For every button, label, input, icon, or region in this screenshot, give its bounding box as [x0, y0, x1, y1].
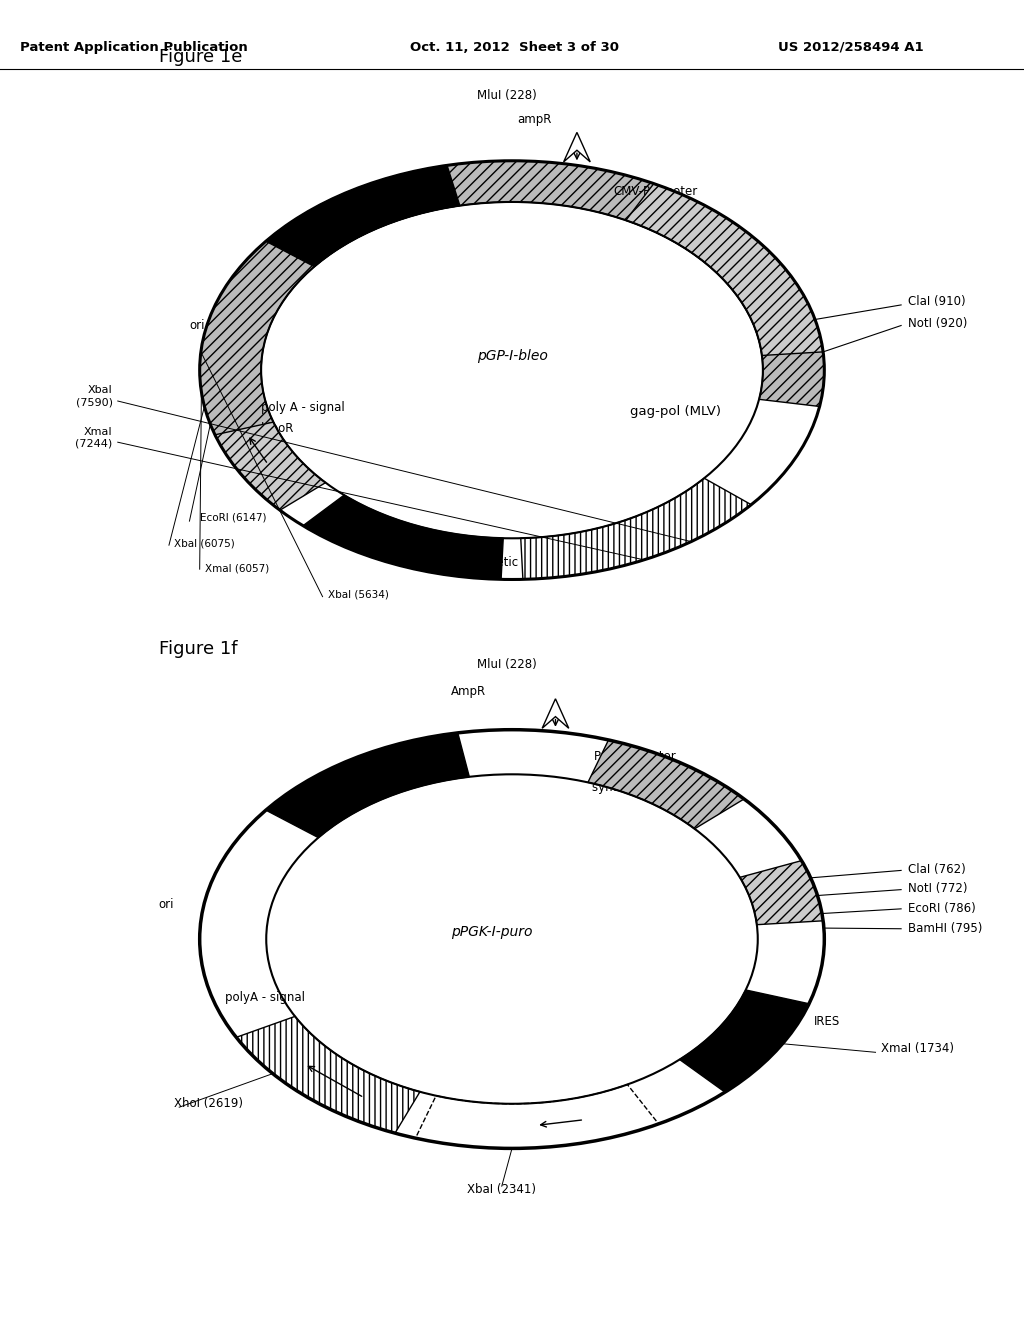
Text: XbaI (6075): XbaI (6075)	[174, 539, 234, 549]
Text: PGK Promoter: PGK Promoter	[594, 750, 676, 763]
Text: EcoRI (6147): EcoRI (6147)	[200, 512, 266, 523]
Text: IRES: IRES	[241, 466, 267, 479]
Text: XmaI
(7244): XmaI (7244)	[76, 426, 113, 449]
Text: ClaI (762): ClaI (762)	[908, 862, 966, 875]
Polygon shape	[303, 495, 503, 579]
Text: poly A - signal: poly A - signal	[261, 401, 345, 414]
Text: polyA - signal: polyA - signal	[225, 991, 305, 1005]
Text: Figure 1e: Figure 1e	[159, 48, 242, 66]
Text: ampR: ampR	[517, 114, 552, 127]
Polygon shape	[521, 478, 752, 579]
Text: ori: ori	[159, 898, 174, 911]
Polygon shape	[237, 1016, 420, 1133]
Text: MluI (228): MluI (228)	[477, 90, 537, 103]
Text: XmaI (1734): XmaI (1734)	[881, 1043, 953, 1056]
Text: syntetic intron: syntetic intron	[592, 781, 678, 795]
Text: NotI (772): NotI (772)	[908, 883, 968, 895]
Circle shape	[200, 161, 824, 579]
Text: ori: ori	[189, 319, 205, 333]
Polygon shape	[740, 861, 823, 925]
Text: IRES: IRES	[814, 1015, 841, 1028]
Text: ClaI (910): ClaI (910)	[908, 294, 966, 308]
Text: Oct. 11, 2012  Sheet 3 of 30: Oct. 11, 2012 Sheet 3 of 30	[410, 41, 618, 54]
Polygon shape	[588, 741, 744, 829]
Text: puroR: puroR	[512, 1104, 547, 1117]
Polygon shape	[266, 733, 469, 838]
Text: XbaI
(7590): XbaI (7590)	[76, 385, 113, 407]
Text: US 2012/258494 A1: US 2012/258494 A1	[778, 41, 924, 54]
Text: XbaI (5634): XbaI (5634)	[328, 590, 388, 599]
Circle shape	[200, 730, 824, 1148]
Text: AmpR: AmpR	[451, 685, 485, 698]
Text: Patent Application Publication: Patent Application Publication	[20, 41, 248, 54]
Text: gag-pol (MLV): gag-pol (MLV)	[631, 405, 721, 418]
Text: pGP-I-bleo: pGP-I-bleo	[476, 350, 548, 363]
Text: pPGK-I-puro: pPGK-I-puro	[451, 925, 532, 940]
Text: XhoI (2619): XhoI (2619)	[174, 1097, 243, 1110]
Polygon shape	[215, 422, 326, 511]
Text: CMV-Promoter: CMV-Promoter	[613, 185, 697, 198]
Text: BamHI (795): BamHI (795)	[908, 923, 983, 936]
Text: bleoR: bleoR	[261, 422, 295, 436]
Polygon shape	[416, 1085, 658, 1148]
Text: XmaI (6057): XmaI (6057)	[205, 564, 269, 573]
Polygon shape	[680, 990, 809, 1092]
Polygon shape	[563, 132, 590, 162]
Polygon shape	[266, 165, 460, 267]
Polygon shape	[200, 161, 824, 442]
Text: XbaI (2341): XbaI (2341)	[467, 1183, 537, 1196]
Text: Figure 1f: Figure 1f	[159, 640, 238, 659]
Text: EcoRI (786): EcoRI (786)	[908, 903, 976, 915]
Polygon shape	[542, 698, 568, 729]
Text: MluI (228): MluI (228)	[477, 659, 537, 672]
Text: NotI (920): NotI (920)	[908, 317, 968, 330]
Text: syntetic intron: syntetic intron	[471, 556, 557, 569]
Polygon shape	[626, 183, 823, 355]
